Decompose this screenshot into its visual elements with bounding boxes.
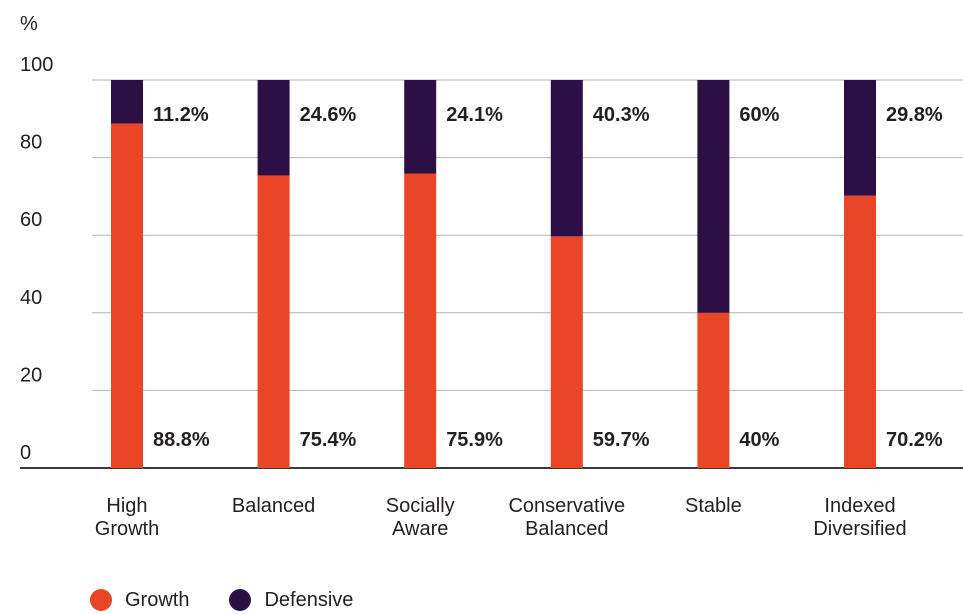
bar-growth bbox=[404, 173, 437, 468]
bar-defensive bbox=[844, 80, 876, 196]
x-category-label: Indexed Diversified bbox=[813, 495, 906, 540]
legend-swatch-growth bbox=[90, 589, 112, 611]
x-category-label: Balanced bbox=[232, 495, 315, 517]
legend-swatch-defensive bbox=[229, 589, 252, 611]
x-category-label: Socially Aware bbox=[386, 495, 455, 540]
x-category-label: Conservative Balanced bbox=[508, 495, 625, 540]
data-label-growth: 70.2% bbox=[886, 429, 943, 451]
bar-defensive bbox=[257, 80, 290, 176]
y-tick-label: 60 bbox=[20, 209, 42, 231]
data-label-growth: 59.7% bbox=[593, 429, 650, 451]
data-label-growth: 75.9% bbox=[446, 429, 503, 451]
bar-defensive bbox=[697, 80, 730, 313]
bar-defensive bbox=[111, 80, 143, 124]
legend-label-defensive: Defensive bbox=[264, 589, 354, 611]
data-label-defensive: 24.1% bbox=[446, 104, 503, 126]
y-tick-label: 20 bbox=[20, 364, 42, 386]
y-tick-label: 0 bbox=[20, 442, 31, 464]
data-label-growth: 75.4% bbox=[300, 429, 357, 451]
x-category-label: High Growth bbox=[95, 495, 159, 540]
data-label-defensive: 29.8% bbox=[886, 104, 943, 126]
data-label-defensive: 24.6% bbox=[300, 104, 357, 126]
data-label-growth: 88.8% bbox=[153, 429, 210, 451]
data-label-growth: 40% bbox=[739, 429, 779, 451]
legend-label-growth: Growth bbox=[125, 589, 190, 611]
legend: Growth Defensive bbox=[90, 588, 393, 612]
y-tick-label: 100 bbox=[20, 54, 53, 76]
data-label-defensive: 60% bbox=[739, 104, 779, 126]
data-label-defensive: 11.2% bbox=[153, 104, 209, 126]
x-category-label: Stable bbox=[685, 495, 742, 517]
y-axis-unit-label: % bbox=[20, 13, 38, 35]
bar-growth bbox=[257, 175, 290, 468]
stacked-bar-chart: % 0 20 40 60 80 100 11.2% 88.8% 24.6% 75.4% 24.1%… bbox=[20, 13, 963, 540]
legend-item-growth: Growth bbox=[90, 588, 189, 612]
bar-defensive bbox=[550, 80, 583, 237]
bar-defensive bbox=[404, 80, 437, 174]
bar-growth bbox=[697, 312, 730, 468]
data-label-defensive: 40.3% bbox=[593, 104, 650, 126]
bar-growth bbox=[550, 236, 583, 468]
legend-item-defensive: Defensive bbox=[229, 588, 353, 612]
y-tick-label: 40 bbox=[20, 287, 42, 309]
bar-growth bbox=[844, 195, 876, 468]
bar-growth bbox=[111, 123, 143, 469]
y-tick-label: 80 bbox=[20, 132, 42, 154]
